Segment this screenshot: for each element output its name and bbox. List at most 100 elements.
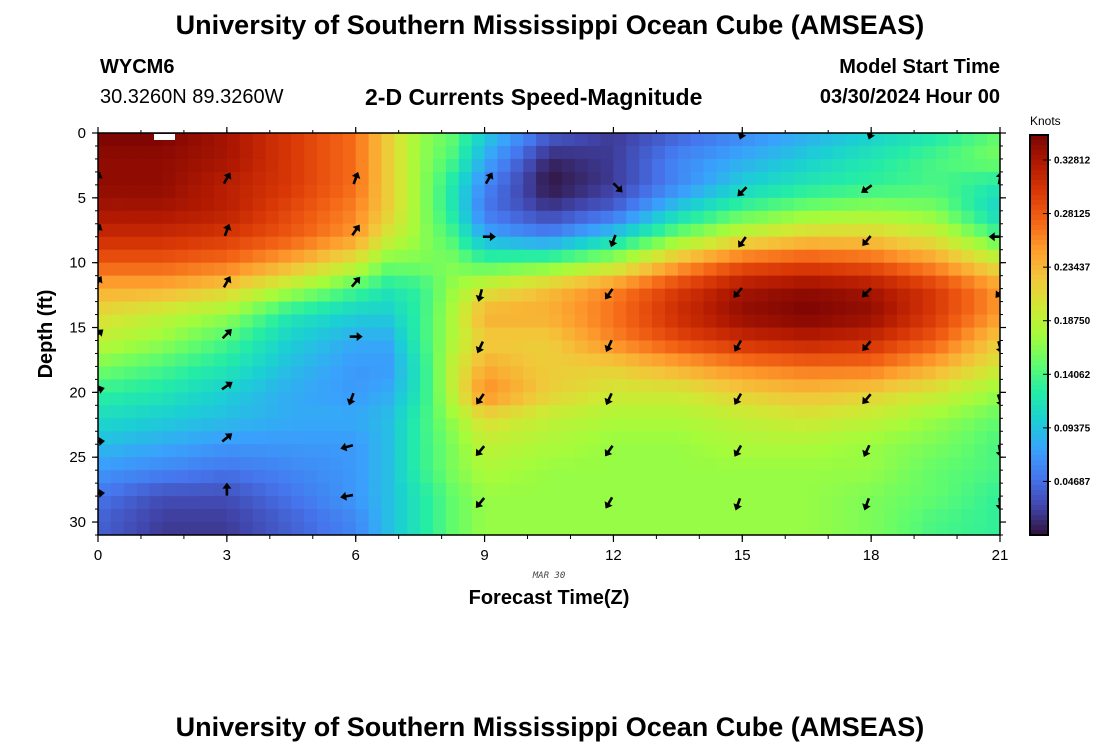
heatmap-cell (793, 522, 808, 535)
heatmap-cell (819, 327, 834, 342)
heatmap-cell (884, 418, 898, 432)
heatmap-cell (201, 275, 215, 290)
heatmap-cell (368, 470, 383, 484)
heatmap-cell (909, 275, 924, 290)
heatmap-cell (922, 405, 937, 419)
heatmap-cell (420, 197, 434, 212)
heatmap-cell (561, 470, 576, 484)
heatmap-cell (149, 288, 164, 303)
heatmap-cell (471, 275, 486, 290)
heatmap-cell (574, 418, 589, 432)
heatmap-cell (510, 366, 524, 380)
heatmap-cell (574, 509, 589, 523)
heatmap-cell (626, 236, 640, 251)
heatmap-cell (458, 470, 473, 484)
heatmap-cell (110, 210, 125, 225)
colorbar-segment (1030, 325, 1048, 331)
current-arrow (737, 133, 747, 140)
heatmap-cell (974, 522, 988, 535)
heatmap-cell (884, 496, 898, 510)
heatmap-cell (729, 379, 743, 393)
heatmap-cell (703, 133, 718, 147)
heatmap-cell (729, 158, 743, 173)
heatmap-cell (201, 210, 215, 225)
heatmap-cell (265, 522, 279, 535)
heatmap-cell (420, 262, 434, 277)
heatmap-cell (175, 496, 189, 510)
heatmap-cell (497, 483, 511, 497)
heatmap-cell (471, 483, 486, 497)
heatmap-cell (149, 379, 164, 393)
heatmap-cell (871, 288, 885, 303)
heatmap-cell (458, 133, 473, 147)
heatmap-cell (896, 392, 911, 406)
heatmap-cell (110, 171, 125, 186)
heatmap-cell (703, 288, 718, 303)
heatmap-cell (510, 249, 524, 264)
heatmap-cell (819, 496, 834, 510)
station-id: WYCM6 (100, 56, 175, 78)
heatmap-cell (201, 133, 215, 147)
heatmap-cell (329, 249, 344, 264)
heatmap-cell (201, 288, 215, 303)
heatmap-cell (381, 366, 395, 380)
heatmap-cell (510, 275, 524, 290)
footer-title: University of Southern Mississippi Ocean… (175, 712, 925, 742)
heatmap-cell (355, 197, 370, 212)
heatmap-cell (780, 171, 795, 186)
current-arrow (340, 491, 354, 501)
heatmap-cell (420, 444, 434, 458)
heatmap-cell (98, 457, 112, 471)
heatmap-cell (304, 418, 318, 432)
heatmap-cell (780, 145, 795, 160)
current-arrow (346, 392, 356, 406)
heatmap-cell (974, 197, 988, 212)
heatmap-cell (407, 184, 421, 199)
heatmap-cell (110, 496, 125, 510)
heatmap-cell (497, 184, 511, 199)
heatmap-cell (420, 405, 434, 419)
heatmap-cell (162, 418, 176, 432)
heatmap-cell (149, 496, 164, 510)
heatmap-cell (845, 275, 859, 290)
heatmap-cell (188, 392, 202, 406)
model-start-label: Model Start Time (839, 56, 1000, 78)
heatmap-cell (136, 236, 151, 251)
heatmap-cell (188, 301, 202, 316)
heatmap-cell (136, 327, 151, 342)
colorbar-segment (1030, 265, 1048, 271)
heatmap-cell (510, 444, 524, 458)
heatmap-cell (574, 275, 589, 290)
heatmap-cell (239, 249, 254, 264)
heatmap-cell (909, 327, 924, 342)
heatmap-cell (549, 249, 563, 264)
heatmap-cell (626, 301, 640, 316)
heatmap-cell (974, 379, 988, 393)
heatmap-cell (162, 145, 176, 160)
heatmap-cell (497, 210, 511, 225)
y-tick-label: 20 (69, 384, 86, 401)
heatmap-cell (587, 133, 602, 147)
heatmap-cell (471, 366, 486, 380)
heatmap-cell (974, 405, 988, 419)
heatmap-cell (884, 133, 898, 147)
heatmap-cell (317, 483, 331, 497)
heatmap-cell (768, 340, 782, 355)
heatmap-cell (871, 353, 885, 368)
heatmap-cell (896, 470, 911, 484)
heatmap-cell (342, 249, 357, 264)
colorbar-segment (1030, 165, 1048, 171)
heatmap-cell (342, 353, 357, 368)
heatmap-cell (98, 158, 112, 173)
heatmap-cell (896, 197, 911, 212)
heatmap-cell (896, 444, 911, 458)
heatmap-cell (278, 457, 292, 471)
heatmap-cell (845, 236, 859, 251)
heatmap-cell (497, 431, 511, 445)
heatmap-cell (858, 522, 872, 535)
heatmap-cell (213, 301, 228, 316)
heatmap-cell (819, 379, 834, 393)
heatmap-cell (265, 275, 279, 290)
heatmap-cell (729, 405, 743, 419)
heatmap-cell (497, 236, 511, 251)
